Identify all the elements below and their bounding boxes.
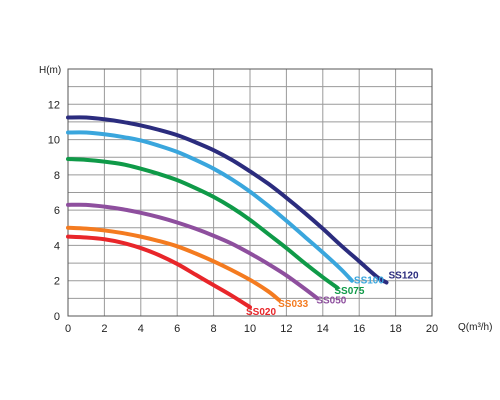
x-tick-label: 18 <box>389 323 401 335</box>
series-label-ss033: SS033 <box>278 299 308 310</box>
y-tick-label: 4 <box>54 240 60 252</box>
series-label-ss075: SS075 <box>334 286 364 297</box>
series-label-ss100: SS100 <box>354 276 384 287</box>
x-tick-label: 2 <box>101 323 107 335</box>
y-tick-label: 2 <box>54 276 60 288</box>
x-tick-label: 10 <box>244 323 256 335</box>
curve-ss033 <box>66 225 282 303</box>
series-curves <box>66 115 389 310</box>
series-label-ss120: SS120 <box>389 270 419 281</box>
x-tick-label: 8 <box>211 323 217 335</box>
curve-ss120 <box>66 115 389 285</box>
series-label-ss020: SS020 <box>246 307 276 318</box>
y-tick-label: 6 <box>54 205 60 217</box>
x-tick-label: 20 <box>426 323 438 335</box>
curve-ss050 <box>66 202 320 301</box>
series-label-ss050: SS050 <box>316 295 346 306</box>
y-tick-label: 12 <box>48 99 60 111</box>
x-tick-labels: 0 2 4 6 8 10 12 14 16 18 20 <box>65 323 438 335</box>
curve-ss100 <box>66 130 354 283</box>
y-tick-label: 8 <box>54 170 60 182</box>
y-tick-labels: 0 2 4 6 8 10 12 <box>48 99 60 323</box>
curve-ss020 <box>66 234 252 310</box>
plot-frame <box>67 68 433 317</box>
x-tick-label: 14 <box>317 323 329 335</box>
y-tick-label: 10 <box>48 135 60 147</box>
y-axis-label: H(m) <box>39 65 61 76</box>
x-tick-label: 4 <box>138 323 144 335</box>
y-tick-label: 0 <box>54 311 60 323</box>
x-axis-label: Q(m³/h) <box>458 322 492 333</box>
x-tick-label: 16 <box>353 323 365 335</box>
curve-ss075 <box>66 156 340 290</box>
x-tick-label: 12 <box>280 323 292 335</box>
x-tick-label: 6 <box>174 323 180 335</box>
x-tick-label: 0 <box>65 323 71 335</box>
